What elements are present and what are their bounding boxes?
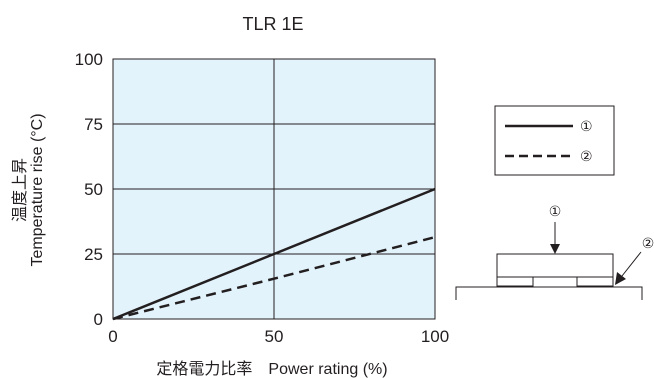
diagram-arrow-2-shaft (621, 251, 642, 277)
y-tick-label: 100 (75, 50, 103, 69)
series-line-2 (112, 235, 436, 321)
chart-title: TLR 1E (242, 14, 303, 34)
x-tick-label: 50 (265, 327, 284, 346)
resistor-body (496, 253, 614, 278)
series-line-1 (112, 187, 436, 321)
y-axis-label-jp: 温度上昇 (11, 158, 29, 222)
y-tick-label: 25 (84, 245, 103, 264)
legend-box (494, 105, 615, 176)
mounting-diagram: ① ② (455, 203, 654, 300)
right-terminal (576, 276, 614, 287)
x-axis-label: 定格電力比率 Power rating (%) (156, 360, 387, 378)
y-tick-label: 50 (84, 180, 103, 199)
x-tick-label: 100 (421, 327, 449, 346)
series-lines (112, 187, 436, 321)
y-tick-labels: 0 25 50 75 100 (75, 50, 103, 329)
circuit-board (455, 286, 643, 300)
diagram-label-1: ① (549, 203, 562, 219)
x-tick-labels: 0 50 100 (108, 327, 449, 346)
left-terminal (496, 276, 534, 287)
y-tick-label: 75 (84, 115, 103, 134)
legend-label-2: ② (580, 148, 593, 164)
legend: ① ② (494, 105, 615, 176)
legend-label-1: ① (580, 118, 593, 134)
diagram-arrow-2-head (615, 272, 626, 285)
diagram-label-2: ② (642, 235, 654, 251)
x-tick-label: 0 (108, 327, 117, 346)
y-axis-label-en: Temperature rise (°C) (29, 113, 46, 266)
y-tick-label: 0 (94, 310, 103, 329)
diagram-arrow-1-head (550, 244, 560, 254)
